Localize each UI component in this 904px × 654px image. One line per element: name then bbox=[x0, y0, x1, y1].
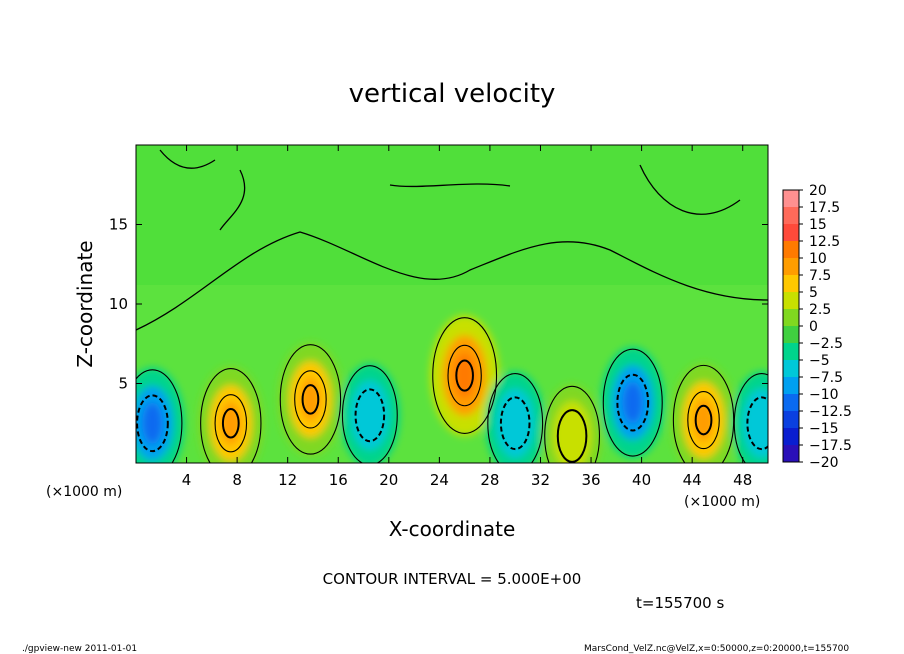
contour-line bbox=[279, 344, 342, 455]
contour-line bbox=[602, 348, 663, 457]
colorbar-swatch bbox=[783, 445, 799, 463]
contour-line bbox=[746, 396, 768, 451]
colorbar-swatch bbox=[783, 207, 799, 225]
contour-line bbox=[447, 344, 482, 407]
colorbar-swatch bbox=[783, 224, 799, 242]
x-tick-label: 36 bbox=[581, 471, 600, 489]
colorbar-label: 17.5 bbox=[809, 200, 840, 216]
x-tick-label: 28 bbox=[480, 471, 499, 489]
contour-interval: CONTOUR INTERVAL = 5.000E+00 bbox=[323, 570, 582, 588]
plot-area bbox=[136, 145, 768, 463]
colorbar-label: −10 bbox=[809, 387, 839, 403]
contour-line bbox=[616, 373, 650, 432]
colorbar-swatch bbox=[783, 394, 799, 412]
contour-line-upper bbox=[159, 149, 741, 231]
velocity-cell-core bbox=[360, 395, 380, 435]
velocity-cell-core bbox=[752, 403, 768, 443]
velocity-cell-core bbox=[622, 381, 644, 424]
contour-line bbox=[221, 407, 240, 439]
footer-left: ./gpview-new 2011-01-01 bbox=[22, 644, 137, 654]
time-label: t=155700 s bbox=[636, 594, 724, 612]
colorbar-swatch bbox=[783, 411, 799, 429]
x-tick-label: 12 bbox=[278, 471, 297, 489]
colorbar-swatch bbox=[783, 428, 799, 446]
colorbar-swatch bbox=[783, 292, 799, 310]
colorbar-swatch bbox=[783, 275, 799, 293]
y-tick-label: 10 bbox=[109, 295, 128, 313]
colorbar-label: 10 bbox=[809, 251, 827, 267]
colorbar-label: 20 bbox=[809, 183, 827, 199]
colorbar-swatch bbox=[783, 258, 799, 276]
y-axis-label: Z-coordinate bbox=[73, 240, 97, 367]
x-tick-label: 40 bbox=[632, 471, 651, 489]
x-tick-label: 8 bbox=[232, 471, 242, 489]
colorbar-label: −20 bbox=[809, 455, 839, 471]
colorbar-swatch bbox=[783, 190, 799, 208]
x-axis-label: X-coordinate bbox=[389, 517, 516, 541]
contour-line bbox=[294, 370, 327, 429]
contour-line bbox=[455, 359, 474, 392]
contour-line bbox=[136, 394, 169, 453]
x-tick-label: 16 bbox=[329, 471, 348, 489]
colorbar-label: −7.5 bbox=[809, 370, 843, 386]
x-tick-label: 4 bbox=[182, 471, 192, 489]
contour-line bbox=[354, 388, 386, 443]
colorbar-label: 5 bbox=[809, 285, 818, 301]
colorbar-swatch bbox=[783, 360, 799, 378]
contour-line bbox=[672, 364, 735, 463]
y-multiplier: (×1000 m) bbox=[46, 484, 122, 500]
colorbar-label: −17.5 bbox=[809, 438, 852, 454]
contour-line bbox=[487, 373, 544, 463]
velocity-cell-core bbox=[505, 403, 525, 443]
contour-line bbox=[301, 384, 320, 415]
colorbar-swatch bbox=[783, 241, 799, 259]
colorbar-swatch bbox=[783, 326, 799, 344]
contour-line bbox=[136, 369, 183, 463]
upper-field bbox=[136, 145, 768, 285]
y-tick-label: 5 bbox=[118, 375, 128, 393]
contour-line bbox=[694, 404, 713, 436]
colorbar-swatch bbox=[783, 343, 799, 361]
x-tick-label: 24 bbox=[430, 471, 449, 489]
contour-line bbox=[733, 373, 768, 463]
colorbar-swatch bbox=[783, 377, 799, 395]
colorbar-label: 2.5 bbox=[809, 302, 831, 318]
velocity-cell-core bbox=[562, 416, 582, 456]
x-tick-label: 48 bbox=[733, 471, 752, 489]
contour-line bbox=[432, 317, 498, 434]
colorbar-label: 0 bbox=[809, 319, 818, 335]
x-axis: 4 8 12 16 20 24 28 32 36 40 44 48 bbox=[182, 145, 752, 489]
x-multiplier: (×1000 m) bbox=[684, 494, 760, 510]
x-tick-label: 44 bbox=[683, 471, 702, 489]
colorbar-label: −15 bbox=[809, 421, 839, 437]
x-tick-label: 20 bbox=[379, 471, 398, 489]
contour-line bbox=[499, 396, 531, 451]
colorbar: 2017.51512.5107.552.50−2.5−5−7.5−10−12.5… bbox=[782, 183, 852, 471]
contour-line bbox=[214, 394, 248, 453]
colorbar-label: −12.5 bbox=[809, 404, 852, 420]
x-tick-label: 32 bbox=[531, 471, 550, 489]
contour-line-zero bbox=[136, 231, 768, 331]
colorbar-swatch bbox=[783, 309, 799, 327]
colorbar-label: 15 bbox=[809, 217, 827, 233]
colorbar-label: −2.5 bbox=[809, 336, 843, 352]
footer-right: MarsCond_VelZ.nc@VelZ,x=0:50000,z=0:2000… bbox=[584, 644, 849, 654]
colorbar-label: 7.5 bbox=[809, 268, 831, 284]
contour-line bbox=[200, 368, 262, 463]
colorbar-label: −5 bbox=[809, 353, 830, 369]
y-axis: 5 10 15 bbox=[109, 216, 768, 393]
chart-title: vertical velocity bbox=[349, 79, 556, 109]
contour-line bbox=[556, 409, 588, 463]
contour-lines bbox=[136, 149, 768, 463]
contour-line bbox=[544, 385, 601, 463]
contour-line bbox=[341, 365, 398, 463]
velocity-cell-core bbox=[142, 402, 163, 445]
colorbar-label: 12.5 bbox=[809, 234, 840, 250]
y-tick-label: 15 bbox=[109, 216, 128, 234]
contour-line bbox=[687, 390, 720, 450]
